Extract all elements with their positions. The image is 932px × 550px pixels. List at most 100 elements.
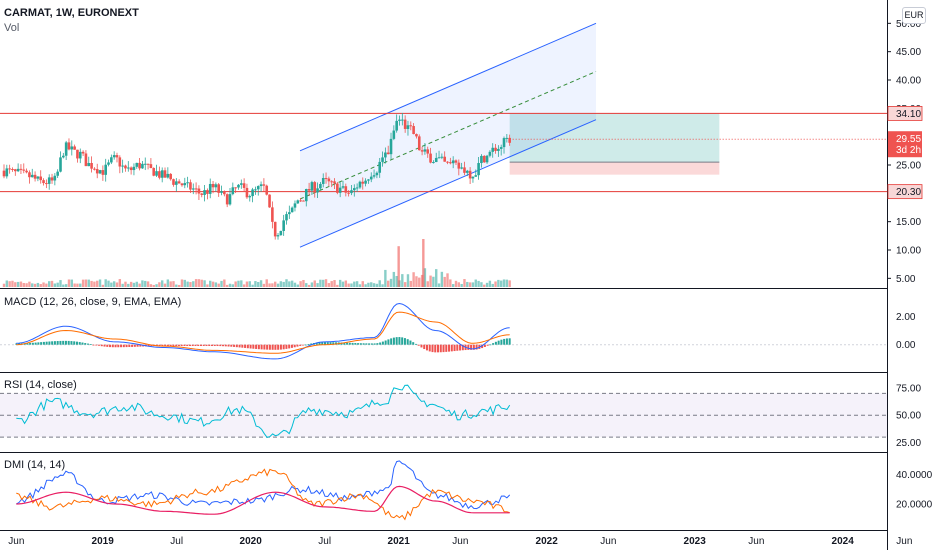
candle[interactable]: [239, 183, 243, 185]
candle[interactable]: [73, 146, 76, 150]
candle[interactable]: [327, 178, 331, 182]
candle[interactable]: [364, 180, 367, 184]
candle[interactable]: [76, 149, 79, 159]
candle[interactable]: [497, 148, 500, 151]
candle[interactable]: [87, 162, 91, 167]
candle[interactable]: [95, 169, 99, 174]
candle[interactable]: [2, 170, 6, 177]
candle[interactable]: [228, 194, 232, 205]
candle[interactable]: [118, 157, 122, 167]
candle[interactable]: [488, 151, 492, 156]
position-target-zone[interactable]: [509, 113, 720, 163]
candle[interactable]: [30, 174, 34, 178]
candle[interactable]: [296, 200, 300, 204]
candle[interactable]: [36, 176, 40, 179]
candle[interactable]: [93, 168, 96, 170]
candle[interactable]: [290, 207, 294, 213]
candle[interactable]: [273, 221, 277, 237]
candle[interactable]: [477, 163, 480, 176]
position-stop-zone[interactable]: [509, 162, 720, 175]
candle[interactable]: [420, 150, 424, 152]
candle[interactable]: [146, 163, 150, 165]
candle[interactable]: [423, 149, 427, 152]
candle[interactable]: [155, 171, 158, 176]
candle[interactable]: [401, 119, 404, 121]
candle[interactable]: [288, 212, 291, 215]
candle[interactable]: [259, 184, 263, 187]
candle[interactable]: [299, 200, 302, 202]
candle[interactable]: [197, 188, 201, 194]
candle[interactable]: [319, 183, 322, 189]
candle[interactable]: [494, 147, 497, 151]
candle[interactable]: [338, 187, 342, 193]
candle[interactable]: [152, 168, 156, 176]
candle[interactable]: [124, 165, 127, 169]
candle[interactable]: [454, 160, 458, 163]
candle[interactable]: [67, 142, 71, 150]
candle[interactable]: [90, 162, 93, 169]
candle[interactable]: [375, 172, 379, 176]
candle[interactable]: [126, 167, 130, 169]
candle[interactable]: [468, 170, 472, 179]
candle[interactable]: [45, 183, 48, 185]
candle[interactable]: [11, 169, 14, 171]
candle[interactable]: [417, 136, 421, 151]
candle[interactable]: [307, 188, 311, 191]
candle[interactable]: [499, 147, 503, 149]
candle[interactable]: [336, 183, 339, 193]
candle[interactable]: [135, 162, 139, 167]
candle[interactable]: [285, 214, 288, 221]
candle[interactable]: [50, 177, 54, 181]
candle[interactable]: [101, 170, 105, 175]
candle[interactable]: [403, 119, 407, 129]
dmi-pane[interactable]: [16, 460, 511, 521]
candle[interactable]: [22, 169, 26, 171]
candle[interactable]: [409, 125, 413, 127]
candle[interactable]: [129, 167, 133, 171]
candle[interactable]: [378, 161, 382, 173]
candle[interactable]: [412, 126, 415, 135]
candle[interactable]: [426, 149, 430, 154]
candle[interactable]: [386, 152, 390, 155]
candle[interactable]: [183, 183, 187, 186]
candle[interactable]: [350, 190, 353, 194]
candle[interactable]: [344, 186, 348, 193]
candle[interactable]: [316, 188, 319, 193]
candle[interactable]: [369, 176, 373, 180]
candle[interactable]: [132, 166, 136, 171]
candle[interactable]: [310, 182, 314, 191]
candle[interactable]: [491, 147, 495, 152]
candle[interactable]: [282, 220, 285, 231]
candle[interactable]: [8, 168, 11, 170]
candle[interactable]: [211, 183, 215, 188]
candle[interactable]: [81, 151, 85, 154]
candle[interactable]: [19, 168, 23, 170]
candle[interactable]: [208, 183, 212, 194]
candle[interactable]: [203, 190, 206, 195]
candle[interactable]: [121, 165, 124, 167]
candle[interactable]: [395, 120, 398, 131]
candle[interactable]: [313, 182, 317, 193]
candle[interactable]: [78, 151, 82, 159]
candle[interactable]: [474, 175, 478, 177]
candle[interactable]: [440, 156, 444, 158]
candle[interactable]: [158, 171, 161, 178]
candle[interactable]: [324, 177, 328, 179]
candle[interactable]: [302, 200, 305, 202]
currency-button[interactable]: EUR: [902, 7, 926, 24]
candle[interactable]: [471, 176, 475, 179]
candle[interactable]: [449, 162, 452, 164]
candle[interactable]: [180, 183, 184, 186]
candle[interactable]: [62, 155, 65, 158]
candle[interactable]: [443, 156, 446, 162]
candle[interactable]: [234, 187, 237, 189]
candle[interactable]: [251, 189, 254, 197]
candle[interactable]: [279, 230, 283, 236]
candle[interactable]: [276, 235, 280, 237]
candle[interactable]: [107, 162, 110, 165]
candle[interactable]: [42, 180, 45, 184]
candle[interactable]: [110, 157, 113, 163]
candle[interactable]: [175, 181, 178, 185]
candle[interactable]: [361, 181, 365, 184]
candle[interactable]: [268, 194, 271, 208]
